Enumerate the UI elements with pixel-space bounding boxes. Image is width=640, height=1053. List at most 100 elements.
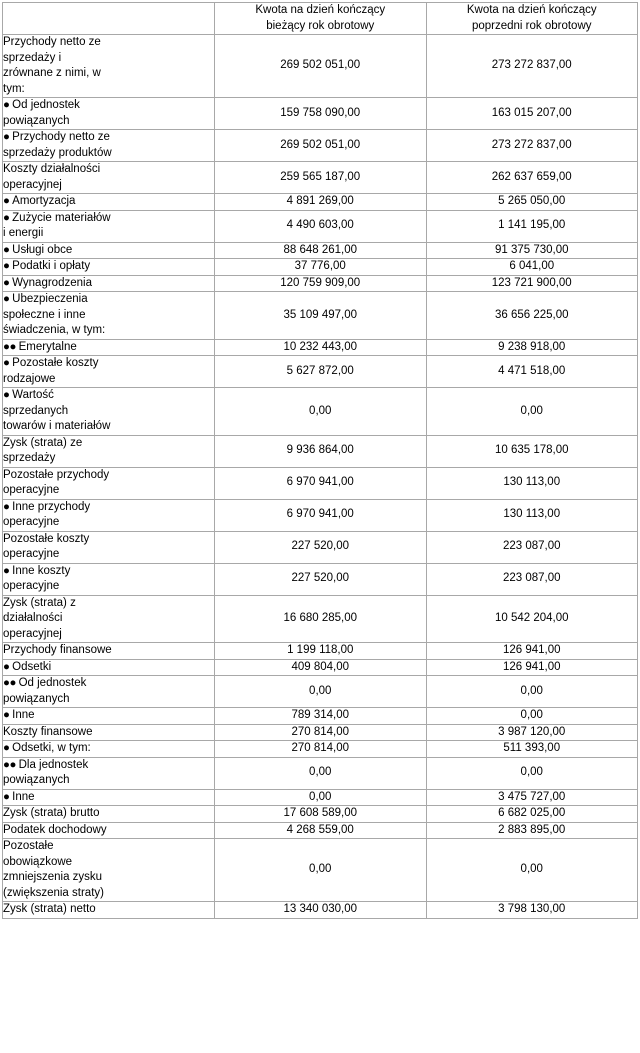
row-value-current: 227 520,00 — [214, 562, 427, 596]
row-label: ● Odsetki, w tym: — [2, 740, 215, 758]
table-row: Pozostałe przychody operacyjne 6 970 941,0… — [2, 466, 638, 500]
row-value-current: 37 776,00 — [214, 258, 427, 276]
row-value-previous: 0,00 — [425, 675, 638, 708]
table-row: ●● Emerytalne 10 232 443,00 9 238 918,00 — [2, 338, 638, 356]
row-value-previous: 123 721 900,00 — [425, 274, 638, 292]
row-label: Zysk (strata) ze sprzedaży — [2, 434, 215, 468]
row-label: Przychody finansowe — [2, 642, 215, 660]
table-row: Pozostałe obowiązkowe zmniejszenia zysku (z… — [2, 838, 638, 902]
row-label: Pozostałe przychody operacyjne — [2, 466, 215, 500]
row-value-current: 0,00 — [214, 788, 427, 806]
table-row: ● Odsetki 409 804,00 126 941,00 — [2, 658, 638, 676]
row-label: Koszty działalności operacyjnej — [2, 161, 215, 194]
row-value-current: 120 759 909,00 — [214, 274, 427, 292]
row-value-previous: 6 682 025,00 — [425, 805, 638, 823]
row-value-current: 227 520,00 — [214, 530, 427, 564]
row-label: ● Przychody netto ze sprzedaży produktów — [2, 129, 215, 162]
row-value-previous: 273 272 837,00 — [425, 129, 638, 162]
row-value-current: 9 936 864,00 — [214, 434, 427, 468]
row-value-current: 0,00 — [214, 675, 427, 708]
row-label: ●● Dla jednostek powiązanych — [2, 756, 215, 790]
table-header: Kwota na dzień kończący bieżący rok obro… — [2, 2, 638, 35]
bullet-icon: ● — [3, 243, 13, 256]
row-value-previous: 126 941,00 — [425, 658, 638, 676]
row-value-previous: 511 393,00 — [425, 740, 638, 758]
row-value-current: 270 814,00 — [214, 723, 427, 741]
row-value-current: 789 314,00 — [214, 707, 427, 725]
header-current-year-line2: bieżący rok obrotowy — [266, 19, 375, 32]
header-blank-cell — [2, 2, 215, 35]
row-label: Koszty finansowe — [2, 723, 215, 741]
row-value-previous: 9 238 918,00 — [425, 338, 638, 356]
bullet-icon: ● — [3, 357, 13, 369]
bullet-icon: ● — [3, 195, 13, 207]
row-label: ● Inne — [2, 707, 215, 725]
row-value-previous: 0,00 — [425, 756, 638, 790]
bullet-icon: ●● — [3, 677, 19, 689]
header-previous-year: Kwota na dzień kończący poprzedni rok ob… — [425, 2, 638, 35]
row-label: ●● Emerytalne — [2, 338, 215, 356]
bullet-icon: ● — [3, 293, 13, 305]
bullet-icon: ● — [3, 790, 13, 803]
table-row: Przychody netto ze sprzedaży i zrównane z … — [2, 34, 638, 98]
row-value-current: 13 340 030,00 — [214, 901, 427, 919]
row-value-current: 269 502 051,00 — [214, 34, 427, 98]
bullet-icon: ● — [3, 211, 13, 224]
row-value-current: 88 648 261,00 — [214, 241, 427, 259]
row-label: ● Inne przychody operacyjne — [2, 498, 215, 532]
row-label: ● Od jednostek powiązanych — [2, 97, 215, 130]
row-value-previous: 3 987 120,00 — [425, 723, 638, 741]
table-row: Koszty działalności operacyjnej 259 565 18… — [2, 161, 638, 194]
row-label: ● Usługi obce — [2, 241, 215, 259]
row-value-previous: 130 113,00 — [425, 498, 638, 532]
bullet-icon: ● — [3, 131, 13, 143]
row-value-previous: 3 475 727,00 — [425, 788, 638, 806]
table-row: ● Przychody netto ze sprzedaży produktów 2… — [2, 129, 638, 162]
row-value-current: 270 814,00 — [214, 740, 427, 758]
row-value-current: 0,00 — [214, 387, 427, 436]
row-value-current: 259 565 187,00 — [214, 161, 427, 194]
row-value-current: 35 109 497,00 — [214, 291, 427, 340]
table-row: ● Wynagrodzenia 120 759 909,00 123 721 900… — [2, 274, 638, 292]
row-value-previous: 36 656 225,00 — [425, 291, 638, 340]
row-label: Zysk (strata) netto — [2, 901, 215, 919]
bullet-icon: ● — [3, 99, 13, 111]
row-label: ● Amortyzacja — [2, 193, 215, 211]
table-row: ● Inne 789 314,00 0,00 — [2, 707, 638, 725]
table-row: ●● Dla jednostek powiązanych 0,00 0,00 — [2, 756, 638, 790]
row-label: ●● Od jednostek powiązanych — [2, 675, 215, 708]
row-value-current: 409 804,00 — [214, 658, 427, 676]
row-label: ● Pozostałe koszty rodzajowe — [2, 355, 215, 388]
row-label: Pozostałe koszty operacyjne — [2, 530, 215, 564]
row-value-current: 269 502 051,00 — [214, 129, 427, 162]
row-label: ● Wartość sprzedanych towarów i materiałów — [2, 387, 215, 436]
table-row: Zysk (strata) z działalności operacyjnej 16… — [2, 594, 638, 643]
row-value-previous: 0,00 — [425, 387, 638, 436]
row-value-previous: 223 087,00 — [425, 562, 638, 596]
table-row: ● Inne przychody operacyjne 6 970 941,00 13… — [2, 498, 638, 532]
row-label: ● Zużycie materiałów i energii — [2, 209, 215, 243]
row-value-previous: 273 272 837,00 — [425, 34, 638, 98]
table-row: ● Usługi obce 88 648 261,00 91 375 730,00 — [2, 241, 638, 259]
row-value-previous: 126 941,00 — [425, 642, 638, 660]
header-current-year-line1: Kwota na dzień kończący — [255, 4, 386, 16]
row-value-current: 16 680 285,00 — [214, 594, 427, 643]
header-previous-year-line2: poprzedni rok obrotowy — [471, 19, 592, 32]
table-row: Pozostałe koszty operacyjne 227 520,00 223 … — [2, 530, 638, 564]
row-value-current: 1 199 118,00 — [214, 642, 427, 660]
bullet-icon: ●● — [3, 340, 19, 353]
row-label: Zysk (strata) brutto — [2, 805, 215, 823]
row-value-previous: 10 635 178,00 — [425, 434, 638, 468]
bullet-icon: ● — [3, 500, 13, 513]
row-value-current: 6 970 941,00 — [214, 498, 427, 532]
bullet-icon: ● — [3, 389, 13, 401]
table-row: ● Amortyzacja 4 891 269,00 5 265 050,00 — [2, 193, 638, 211]
table-row: Przychody finansowe 1 199 118,00 126 941,0… — [2, 642, 638, 660]
table-row: ● Odsetki, w tym: 270 814,00 511 393,00 — [2, 740, 638, 758]
financial-statement-table: Kwota na dzień kończący bieżący rok obro… — [2, 2, 638, 919]
table-row: Zysk (strata) brutto 17 608 589,00 6 682 0… — [2, 805, 638, 823]
bullet-icon: ● — [3, 276, 13, 289]
bullet-icon: ● — [3, 742, 13, 754]
row-value-current: 6 970 941,00 — [214, 466, 427, 500]
table-row: ● Wartość sprzedanych towarów i materiałów… — [2, 387, 638, 436]
